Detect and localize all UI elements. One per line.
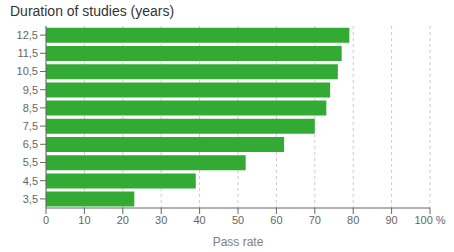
svg-text:Pass rate: Pass rate (213, 235, 264, 249)
svg-text:80: 80 (347, 214, 359, 226)
svg-text:10,5: 10,5 (17, 65, 38, 77)
svg-text:40: 40 (193, 214, 205, 226)
svg-text:6,5: 6,5 (23, 138, 38, 150)
svg-text:70: 70 (309, 214, 321, 226)
svg-text:30: 30 (155, 214, 167, 226)
svg-text:60: 60 (270, 214, 282, 226)
svg-text:10: 10 (78, 214, 90, 226)
html-text:Duration of studies (years): Duration of studies (years) (10, 3, 175, 19)
svg-text:0: 0 (43, 214, 49, 226)
svg-text:3,5: 3,5 (23, 193, 38, 205)
svg-text:8,5: 8,5 (23, 102, 38, 114)
svg-text:7,5: 7,5 (23, 120, 38, 132)
svg-text:11,5: 11,5 (17, 47, 38, 59)
svg-text:90: 90 (385, 214, 397, 226)
svg-text:5,5: 5,5 (23, 156, 38, 168)
svg-text:50: 50 (232, 214, 244, 226)
svg-text:9,5: 9,5 (23, 84, 38, 96)
svg-text:100 %: 100 % (414, 214, 445, 226)
svg-text:12,5: 12,5 (17, 29, 38, 41)
svg-text:4,5: 4,5 (23, 175, 38, 187)
svg-text:20: 20 (117, 214, 129, 226)
